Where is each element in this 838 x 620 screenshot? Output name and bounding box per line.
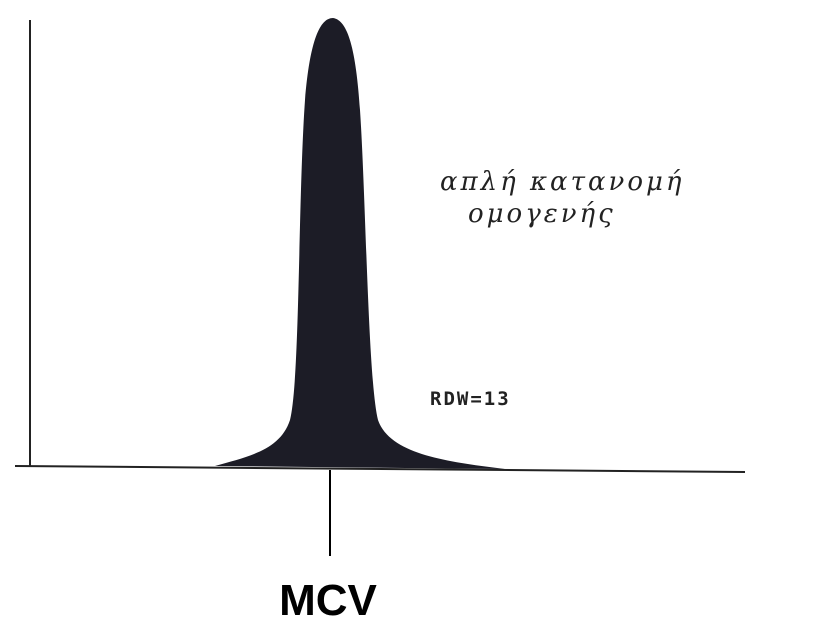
annotation: ομογενής	[468, 199, 616, 229]
mcv-label: MCV	[279, 576, 377, 620]
distribution-curve	[215, 18, 505, 469]
rdw-label: RDW=13	[430, 388, 511, 410]
x-axis	[14, 465, 746, 473]
annotation: απλή κατανομή	[440, 167, 684, 197]
